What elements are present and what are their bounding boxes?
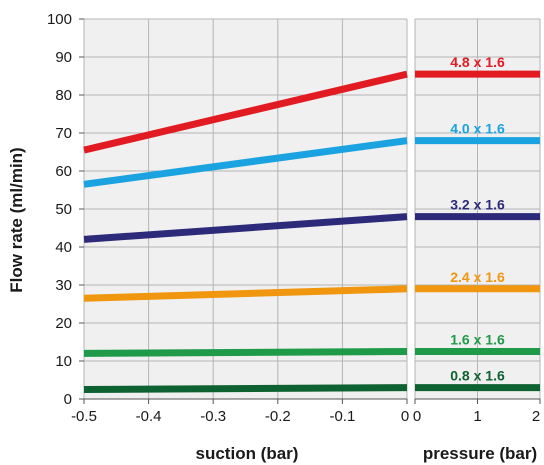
y-tick-label: 40 xyxy=(55,239,72,256)
series-label-5: 0.8 x 1.6 xyxy=(450,368,505,384)
y-axis-label: Flow rate (ml/min) xyxy=(7,147,26,292)
series-line-suction-0 xyxy=(83,70,408,154)
y-tick-label: 50 xyxy=(55,201,72,218)
x-tick-label-suction: -0.4 xyxy=(136,408,162,425)
series-label-0: 4.8 x 1.6 xyxy=(450,54,505,70)
chart-panels: -0.5 -0.4 -0.3 -0.2 -0.1 00102030405060708090… xyxy=(47,11,541,425)
y-tick-label: 80 xyxy=(55,87,72,104)
y-tick-label: 10 xyxy=(55,353,72,370)
y-tick-label: 60 xyxy=(55,163,72,180)
series-line-suction-1 xyxy=(83,137,408,188)
x-tick-label-suction: -0.2 xyxy=(265,408,291,425)
series-label-4: 1.6 x 1.6 xyxy=(450,332,505,348)
x-tick-label-pressure: 0 xyxy=(413,408,421,425)
y-tick-label: 0 xyxy=(64,391,72,408)
y-tick-label: 20 xyxy=(55,315,72,332)
x-tick-label-suction: 0 xyxy=(401,408,409,425)
series-label-2: 3.2 x 1.6 xyxy=(450,197,505,213)
x-tick-label-suction: -0.5 xyxy=(71,408,97,425)
x-axis-label-pressure: pressure (bar) xyxy=(423,444,537,463)
series-line-suction-5 xyxy=(83,384,408,393)
x-tick-label-pressure: 1 xyxy=(473,408,481,425)
y-tick-label: 90 xyxy=(55,49,72,66)
x-axis-label-suction: suction (bar) xyxy=(196,444,299,463)
y-tick-label: 100 xyxy=(47,11,72,28)
y-tick-label: 70 xyxy=(55,125,72,142)
x-tick-label-pressure: 2 xyxy=(532,408,540,425)
series-line-suction-4 xyxy=(83,348,408,357)
series-line-suction-3 xyxy=(83,285,408,302)
y-tick-label: 30 xyxy=(55,277,72,294)
series-line-suction-2 xyxy=(83,213,408,243)
x-tick-label-suction: -0.1 xyxy=(329,408,355,425)
series-label-3: 2.4 x 1.6 xyxy=(450,269,505,285)
x-tick-label-suction: -0.3 xyxy=(200,408,226,425)
series-label-1: 4.0 x 1.6 xyxy=(450,121,505,137)
